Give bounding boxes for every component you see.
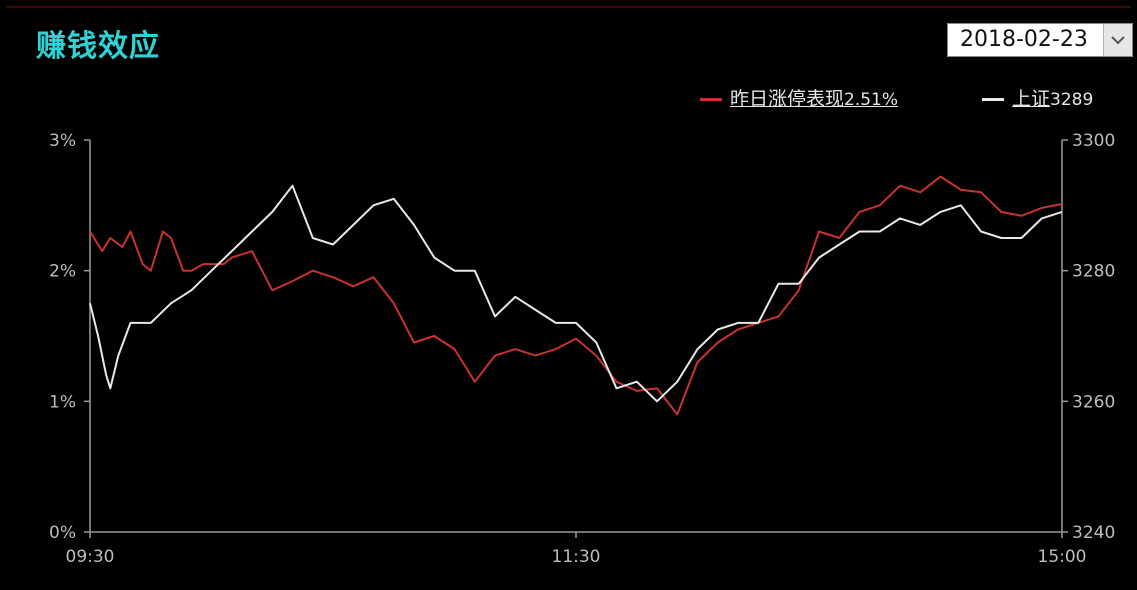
top-border bbox=[6, 6, 1131, 8]
y-left-tick-label: 2% bbox=[49, 262, 76, 282]
date-selector[interactable]: 2018-02-23 bbox=[947, 23, 1133, 57]
dropdown-button[interactable] bbox=[1103, 24, 1132, 56]
x-tick-label: 15:00 bbox=[1038, 547, 1087, 567]
y-right-tick-label: 3300 bbox=[1072, 131, 1115, 151]
legend-swatch-red bbox=[700, 98, 722, 101]
x-tick-label: 09:30 bbox=[66, 547, 115, 567]
y-left-tick-label: 3% bbox=[49, 131, 76, 151]
legend-swatch-white bbox=[982, 98, 1004, 101]
y-left-tick-label: 0% bbox=[49, 523, 76, 543]
series-line-shanghai bbox=[89, 184, 1063, 403]
legend-label: 昨日涨停表现 bbox=[730, 88, 845, 110]
legend-item-limit-up[interactable]: 昨日涨停表现2.51% bbox=[700, 84, 898, 111]
y-right-tick-label: 3240 bbox=[1072, 523, 1115, 543]
panel-title: 赚钱效应 bbox=[36, 29, 160, 64]
chevron-down-icon bbox=[1111, 36, 1125, 45]
x-tick-label: 11:30 bbox=[552, 547, 601, 567]
legend-label: 上证 bbox=[1012, 88, 1051, 110]
series-line-limit-up bbox=[89, 175, 1063, 416]
legend-value: 2.51% bbox=[844, 90, 899, 110]
y-left-tick-label: 1% bbox=[49, 392, 76, 412]
y-right-tick-label: 3260 bbox=[1072, 392, 1115, 412]
legend-value: 3289 bbox=[1050, 90, 1094, 110]
date-value: 2018-02-23 bbox=[960, 27, 1088, 52]
legend-item-shanghai[interactable]: 上证3289 bbox=[982, 84, 1093, 111]
y-right-tick-label: 3280 bbox=[1072, 262, 1115, 282]
